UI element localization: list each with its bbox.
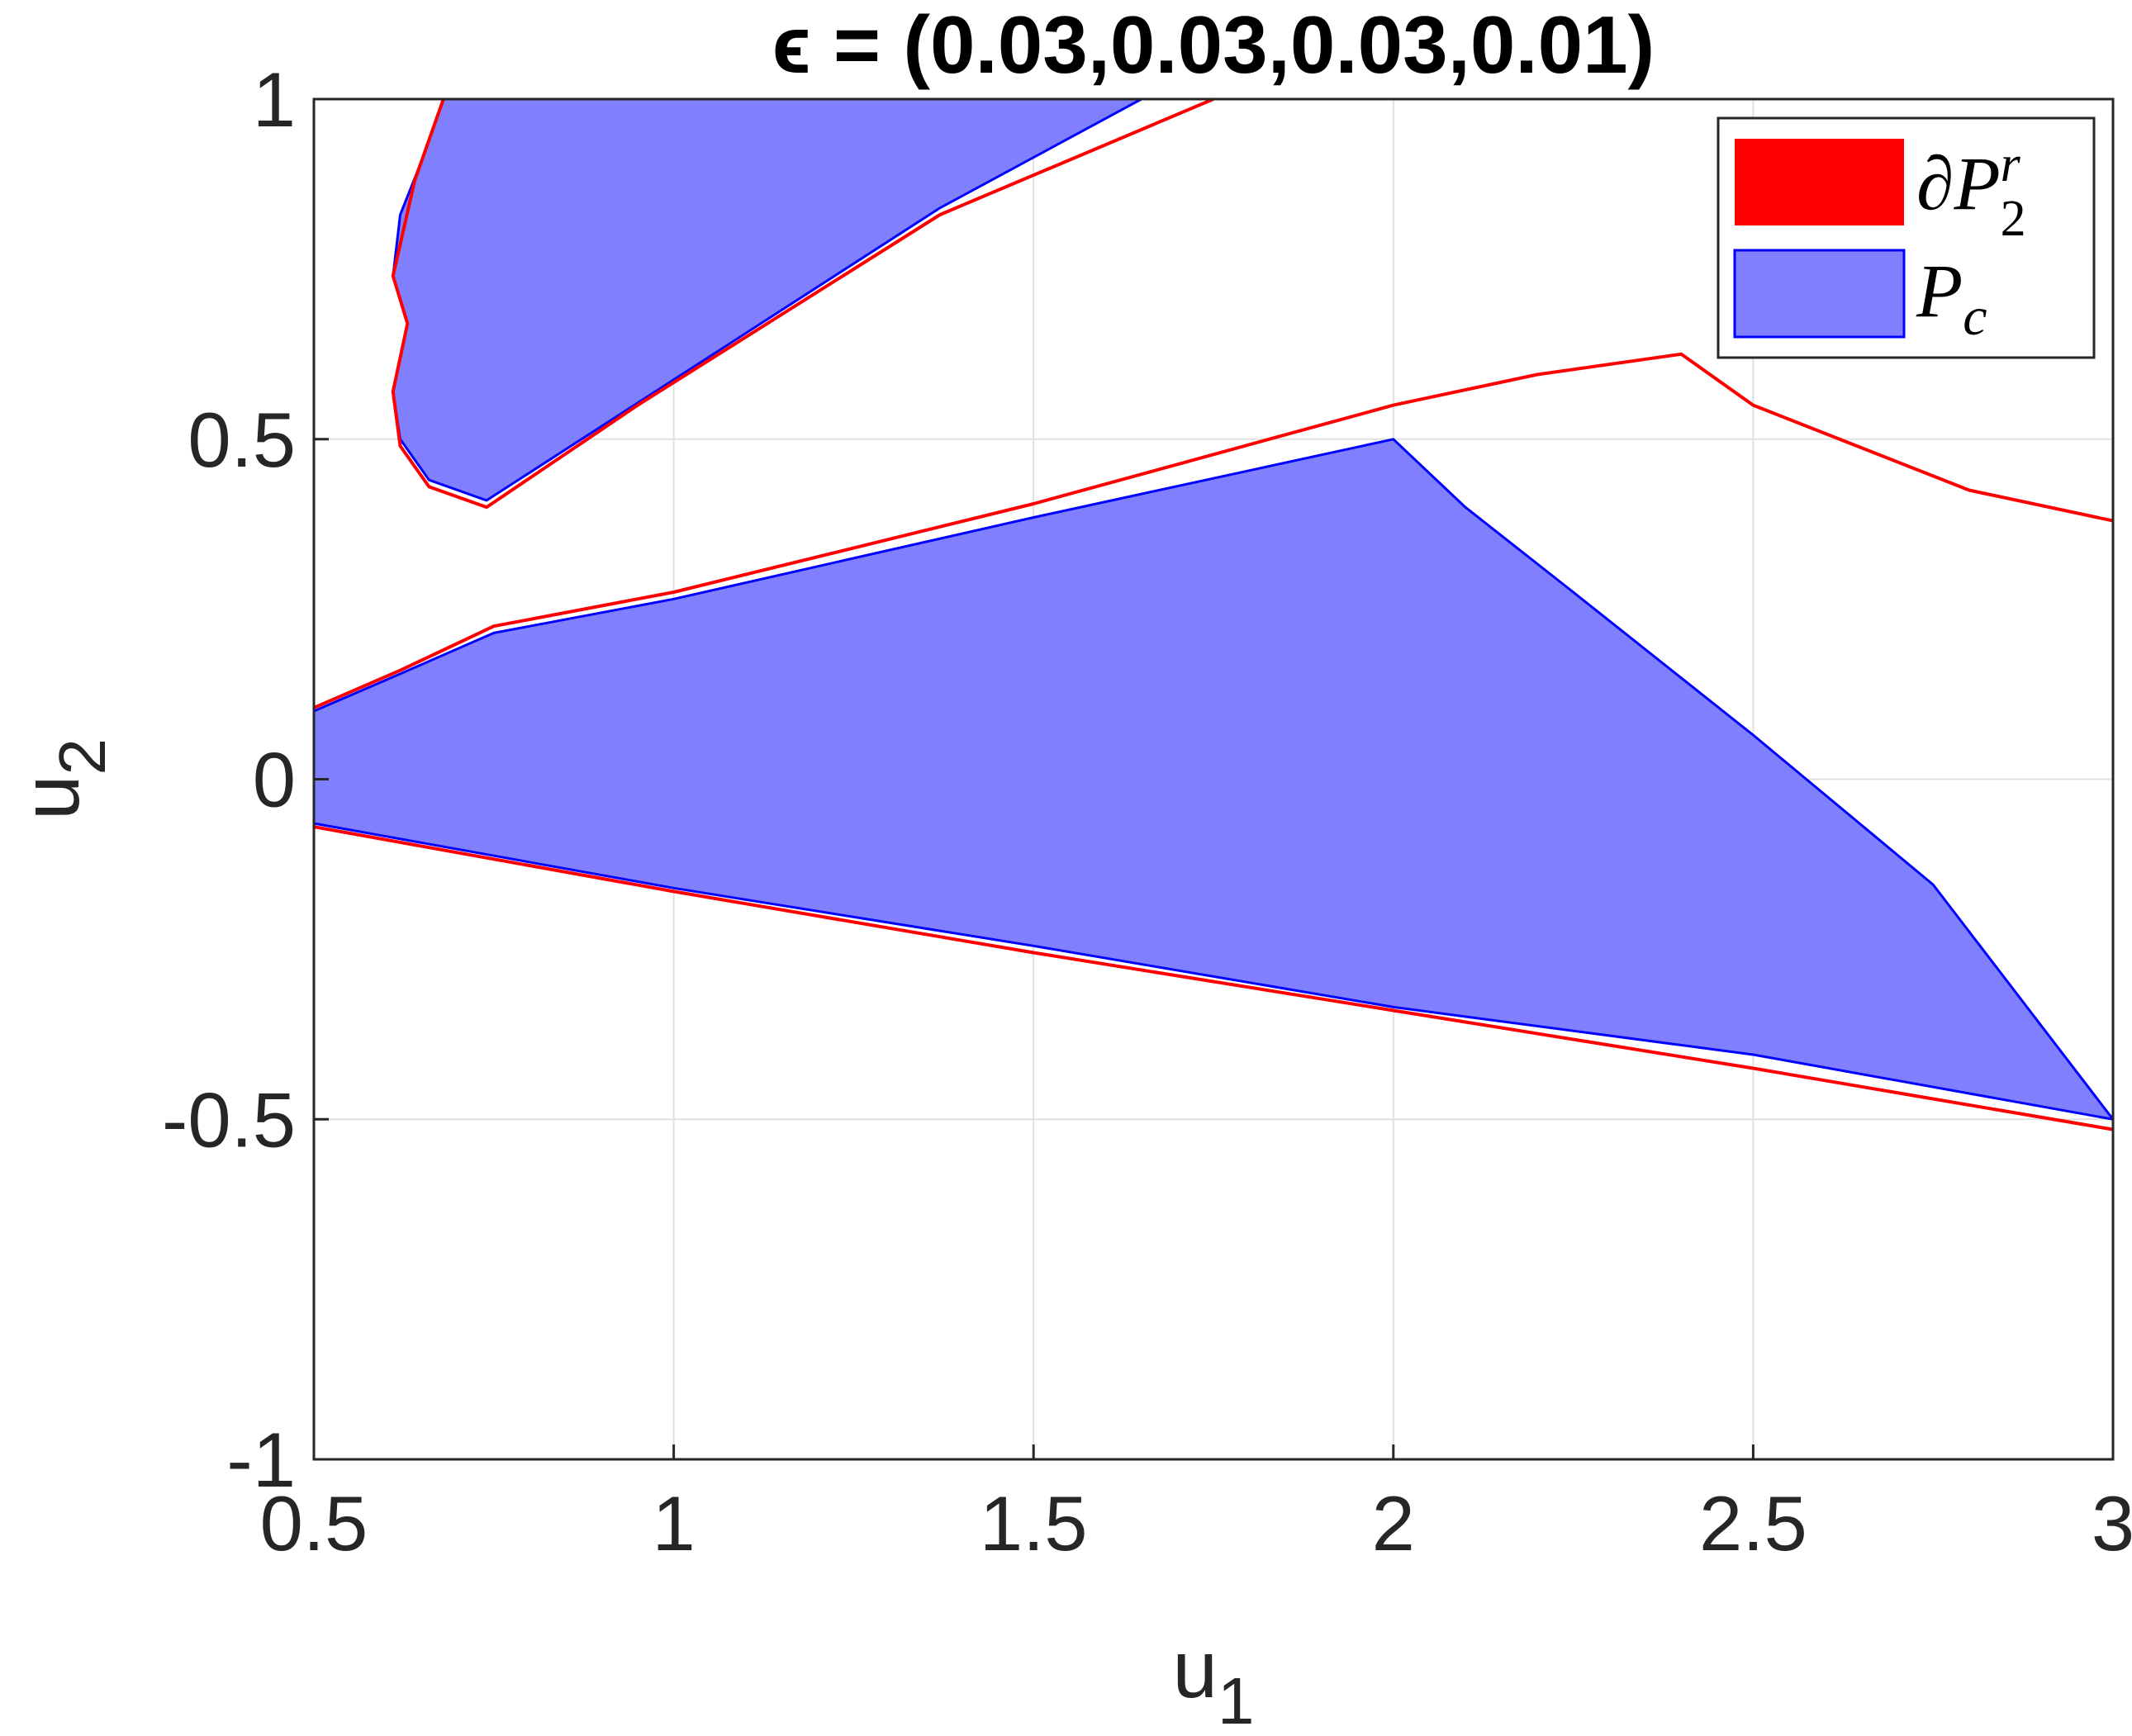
x-axis-label: u1 [1172, 1624, 1254, 1736]
x-tick-label: 1.5 [980, 1480, 1088, 1567]
x-tick-label: 0.5 [260, 1480, 368, 1567]
x-tick-label: 2.5 [1699, 1480, 1807, 1567]
chart-title: ϵ = (0.03,0.03,0.03,0.01) [772, 0, 1655, 90]
y-axis-label-main: u [5, 775, 96, 820]
boundary-curve [391, 97, 1214, 510]
y-tick-label: -0.5 [162, 1076, 296, 1163]
y-tick-label: 0 [253, 737, 296, 823]
legend-swatch-region [1733, 249, 1906, 339]
x-tick-label: 2 [1372, 1480, 1415, 1567]
boundary-curve [313, 352, 2114, 709]
legend-label-boundary-sub: 2 [2001, 191, 2026, 247]
legend-label-region-sub: c [1963, 287, 1987, 347]
region-pc [392, 97, 1143, 502]
y-axis-label: u2 [5, 738, 119, 820]
legend-swatch-boundary [1735, 139, 1904, 225]
legend: ∂Pr 2 Pc [1717, 116, 2096, 359]
y-tick-label: 0.5 [188, 396, 296, 483]
region-pc [312, 438, 2115, 1121]
legend-label-boundary: ∂Pr 2 [1916, 136, 2026, 247]
y-tick-label: 1 [253, 56, 296, 143]
boundary-curve [313, 825, 2114, 1131]
y-tick-label: -1 [226, 1416, 296, 1503]
boundary-layer [313, 97, 2114, 1131]
legend-label-boundary-main: ∂P [1916, 141, 2001, 225]
legend-label-boundary-sup: r [2001, 136, 2021, 192]
x-tick-label: 1 [652, 1480, 695, 1567]
x-axis-label-main: u [1172, 1624, 1218, 1715]
legend-label-region: Pc [1916, 249, 1987, 347]
x-tick-label: 3 [2092, 1480, 2132, 1567]
legend-label-region-main: P [1916, 249, 1963, 333]
x-axis-label-sub: 1 [1218, 1664, 1255, 1736]
y-axis-label-sub: 2 [45, 738, 119, 776]
tick-labels: 0.5 1 1.5 2 2.5 3 -1 -0.5 0 0.5 1 [162, 56, 2132, 1567]
